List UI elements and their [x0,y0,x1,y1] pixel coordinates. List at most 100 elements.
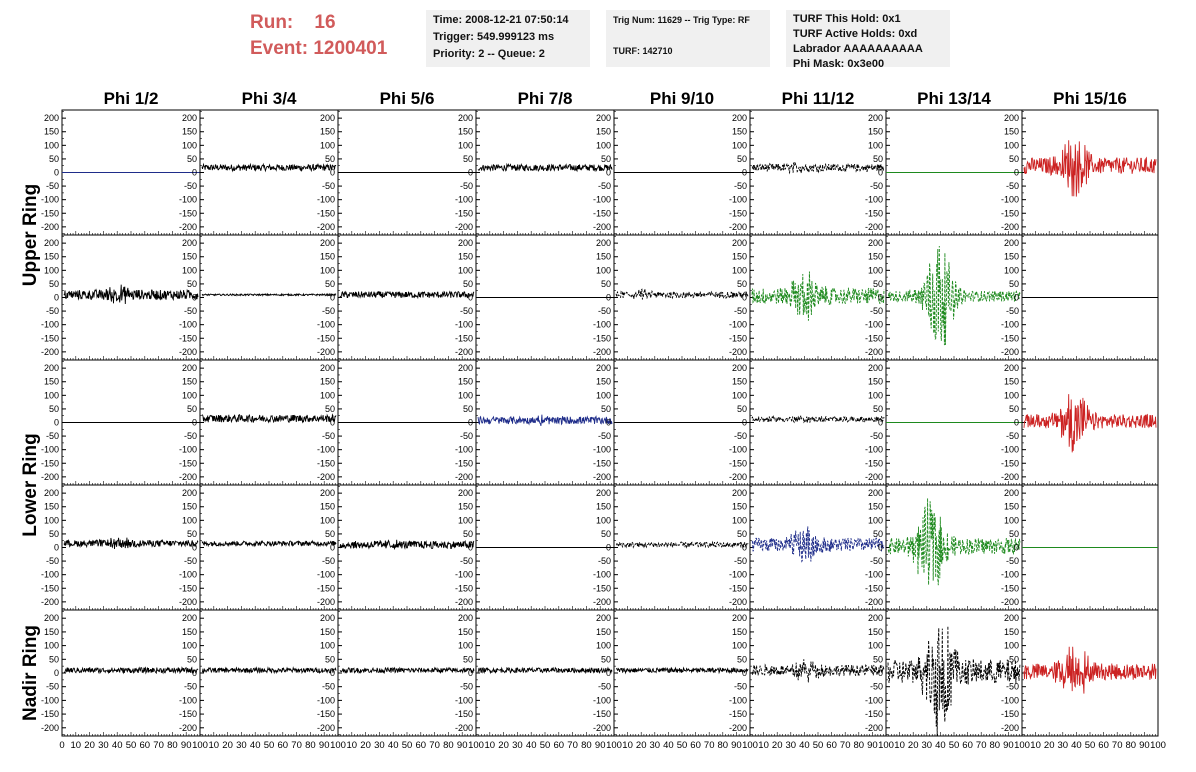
y-tick-label: -150 [179,709,197,719]
y-tick-label: -150 [455,458,473,468]
y-tick-label: 150 [868,502,883,512]
y-tick-label: 200 [732,238,747,248]
y-tick-label: 150 [44,252,59,262]
y-tick-label: -200 [455,597,473,607]
y-tick-label: -100 [865,320,883,330]
y-tick-label: 200 [732,488,747,498]
y-tick-label: -200 [593,472,611,482]
y-tick-label: -200 [1001,472,1019,482]
y-tick-label: 150 [44,127,59,137]
y-tick-label: 100 [44,390,59,400]
y-tick-label: -50 [460,682,473,692]
y-tick-label: 150 [732,252,747,262]
waveform-trace [63,537,199,550]
y-tick-label: -50 [734,306,747,316]
y-tick-label: 0 [606,418,611,428]
x-tick-label: 30 [1058,740,1069,751]
y-tick-label: 100 [596,265,611,275]
waveform-trace [887,245,1021,346]
y-tick-label: 200 [596,488,611,498]
y-tick-label: -150 [179,458,197,468]
x-tick-label: 100 [1150,740,1166,751]
trig-num-text: Trig Num: 11629 -- Trig Type: RF [613,15,750,25]
y-tick-label: 0 [468,543,473,553]
y-tick-label: -100 [317,695,335,705]
x-tick-label: 90 [731,740,742,751]
y-tick-label: 150 [458,627,473,637]
y-tick-label: 100 [458,515,473,525]
y-tick-label: 200 [44,363,59,373]
y-tick-label: 50 [737,529,747,539]
y-tick-label: 50 [1009,154,1019,164]
y-tick-label: -200 [1001,222,1019,232]
y-tick-label: 200 [1004,363,1019,373]
x-tick-label: 40 [112,740,123,751]
y-tick-label: -50 [184,181,197,191]
x-tick-label: 10 [622,740,633,751]
y-tick-label: -150 [865,583,883,593]
waveform-trace [751,526,885,563]
x-tick-label: 60 [962,740,973,751]
y-tick-label: -50 [46,556,59,566]
x-tick-label: 70 [291,740,302,751]
y-tick-label: -150 [593,208,611,218]
y-tick-label: -200 [729,597,747,607]
y-tick-label: 50 [325,529,335,539]
y-tick-label: -150 [865,709,883,719]
y-tick-label: -150 [729,458,747,468]
y-tick-label: -200 [41,222,59,232]
y-tick-label: 100 [458,641,473,651]
y-tick-label: -100 [317,570,335,580]
x-tick-label: 0 [59,740,64,751]
y-tick-label: -50 [1006,181,1019,191]
waveform-trace [202,666,337,675]
y-tick-label: 0 [1014,168,1019,178]
y-tick-label: 50 [463,654,473,664]
y-tick-label: -200 [455,723,473,733]
y-tick-label: 50 [325,154,335,164]
y-tick-label: 200 [868,613,883,623]
y-tick-label: 200 [458,238,473,248]
y-tick-label: 50 [873,654,883,664]
y-tick-label: 0 [192,418,197,428]
y-tick-label: 200 [1004,113,1019,123]
y-tick-label: -50 [734,431,747,441]
y-tick-label: 200 [182,363,197,373]
waveform-trace [1023,394,1157,453]
x-tick-label: 10 [1030,740,1041,751]
y-tick-label: 100 [182,641,197,651]
y-tick-label: 50 [737,279,747,289]
x-tick-label: 100 [742,740,758,751]
y-tick-label: 0 [1014,668,1019,678]
y-tick-label: -200 [179,222,197,232]
y-tick-label: -150 [593,458,611,468]
y-tick-label: 50 [601,279,611,289]
y-tick-label: 0 [878,543,883,553]
y-tick-label: 200 [1004,613,1019,623]
x-tick-label: 40 [1071,740,1082,751]
y-tick-label: -50 [184,556,197,566]
x-tick-label: 50 [1085,740,1096,751]
y-tick-label: -150 [455,208,473,218]
y-tick-label: 200 [320,113,335,123]
column-header-7: Phi 13/14 [917,89,991,108]
waveform-trace [615,288,749,300]
x-tick-label: 10 [758,740,769,751]
y-tick-label: 150 [44,502,59,512]
y-tick-label: 200 [1004,488,1019,498]
y-tick-label: -100 [1001,695,1019,705]
x-tick-label: 10 [894,740,905,751]
y-tick-label: 200 [182,113,197,123]
y-tick-label: 150 [868,252,883,262]
y-tick-label: 100 [596,641,611,651]
y-tick-label: 0 [192,543,197,553]
y-tick-label: 150 [458,252,473,262]
y-tick-label: 0 [330,168,335,178]
y-tick-label: -100 [317,445,335,455]
y-tick-label: 150 [1004,252,1019,262]
y-tick-label: -100 [729,445,747,455]
x-tick-label: 70 [704,740,715,751]
y-tick-label: 100 [1004,265,1019,275]
y-tick-label: -100 [41,445,59,455]
y-tick-label: 200 [44,238,59,248]
